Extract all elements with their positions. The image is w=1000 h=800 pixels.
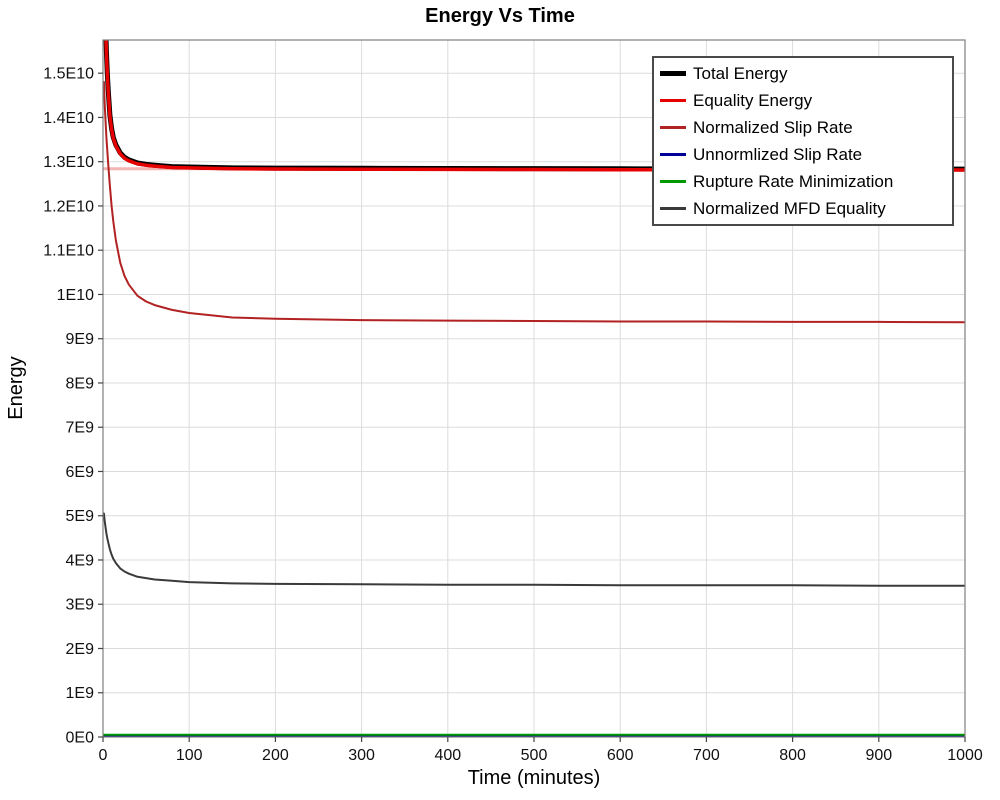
x-tick-label: 800 <box>779 747 806 764</box>
series-equality-energy <box>104 40 965 172</box>
series-group <box>103 40 965 737</box>
x-tick-label: 500 <box>521 747 548 764</box>
legend-swatch-total-energy <box>660 71 686 76</box>
x-tick-label: 600 <box>607 747 634 764</box>
legend-item-total-energy: Total Energy <box>660 60 946 87</box>
legend-item-normalized-mfd-equality: Normalized MFD Equality <box>660 195 946 222</box>
legend-item-equality-energy: Equality Energy <box>660 87 946 114</box>
legend-label: Equality Energy <box>693 90 813 110</box>
legend: Total Energy Equality Energy Normalized Sl… <box>652 56 954 226</box>
x-axis-label: Time (minutes) <box>468 767 601 789</box>
y-tick-label: 1E9 <box>66 685 95 702</box>
legend-label: Rupture Rate Minimization <box>693 171 894 191</box>
legend-swatch-rupture-rate-minimization <box>660 180 686 183</box>
x-tick-label: 300 <box>348 747 375 764</box>
y-tick-label: 1.2E10 <box>43 198 94 215</box>
legend-swatch-normalized-mfd-equality <box>660 207 686 210</box>
y-tick-label: 7E9 <box>66 420 95 437</box>
y-tick-label: 9E9 <box>66 331 95 348</box>
legend-item-normalized-slip-rate: Normalized Slip Rate <box>660 114 946 141</box>
y-tick-label: 1.3E10 <box>43 154 94 171</box>
y-tick-label: 4E9 <box>66 552 95 569</box>
x-tick-label: 900 <box>865 747 892 764</box>
legend-label: Total Energy <box>693 63 788 83</box>
legend-swatch-unnormlized-slip-rate <box>660 153 686 156</box>
y-tick-label: 5E9 <box>66 508 95 525</box>
x-tick-label: 1000 <box>947 747 983 764</box>
y-tick-label: 1.4E10 <box>43 110 94 127</box>
axis-ticks: 0 100 200 300 400 500 600 700 800 900 1000 0E0 1E9 2E… <box>43 66 983 764</box>
legend-item-unnormlized-slip-rate: Unnormlized Slip Rate <box>660 141 946 168</box>
x-tick-label: 700 <box>693 747 720 764</box>
series-normalized-slip-rate <box>103 81 965 324</box>
y-tick-label: 2E9 <box>66 641 95 658</box>
y-tick-label: 6E9 <box>66 464 95 481</box>
y-axis-label: Energy <box>5 356 27 419</box>
y-tick-label: 3E9 <box>66 597 95 614</box>
x-tick-label: 0 <box>99 747 108 764</box>
chart-title: Energy Vs Time <box>425 5 575 27</box>
y-tick-label: 0E0 <box>66 730 95 747</box>
legend-item-rupture-rate-minimization: Rupture Rate Minimization <box>660 168 946 195</box>
chart-content: 0 100 200 300 400 500 600 700 800 900 1000 0E0 1E9 2E… <box>43 39 983 764</box>
x-tick-label: 400 <box>434 747 461 764</box>
y-tick-label: 1E10 <box>57 287 94 304</box>
legend-label: Unnormlized Slip Rate <box>693 144 863 164</box>
y-tick-label: 1.5E10 <box>43 66 94 83</box>
legend-label: Normalized Slip Rate <box>693 117 853 137</box>
y-tick-label: 8E9 <box>66 375 95 392</box>
x-tick-label: 100 <box>176 747 203 764</box>
legend-swatch-normalized-slip-rate <box>660 126 686 129</box>
legend-swatch-equality-energy <box>660 98 686 103</box>
x-tick-label: 200 <box>262 747 289 764</box>
y-tick-label: 1.1E10 <box>43 243 94 260</box>
legend-label: Normalized MFD Equality <box>693 198 886 218</box>
series-normalized-mfd-equality <box>103 512 965 587</box>
